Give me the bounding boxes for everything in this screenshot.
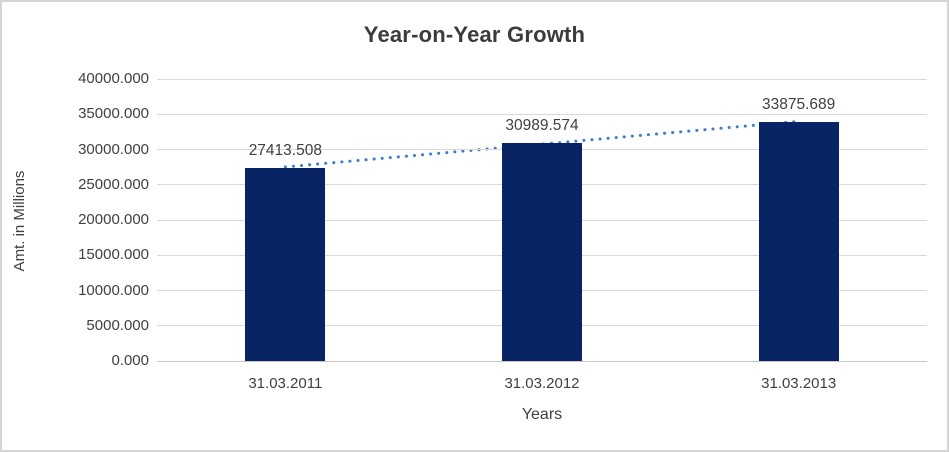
bar: [245, 168, 326, 361]
data-label: 33875.689: [762, 96, 836, 113]
bar: [758, 122, 839, 361]
gridline: [157, 78, 927, 80]
y-tick-label: 15000.000: [78, 246, 149, 264]
y-tick-label: 10000.000: [78, 281, 149, 299]
y-tick-label: 5000.000: [86, 316, 149, 334]
y-tick-label: 0.000: [111, 352, 149, 369]
x-tick-label: 31.03.2012: [504, 375, 580, 392]
data-label: 27413.508: [248, 142, 322, 159]
y-tick-label: 40000.000: [78, 70, 149, 87]
x-axis-line: [157, 360, 927, 362]
y-tick-label: 30000.000: [78, 140, 149, 158]
x-tick-label: 31.03.2013: [761, 375, 837, 392]
y-tick-label: 25000.000: [78, 175, 149, 193]
y-tick-label: 35000.000: [78, 105, 149, 123]
x-tick-label: 31.03.2011: [248, 375, 323, 392]
gridline: [157, 113, 927, 115]
y-tick-label: 20000.000: [78, 211, 149, 228]
x-axis-title: Years: [521, 406, 563, 423]
chart-title: Year-on-Year Growth: [363, 22, 586, 47]
bar: [502, 143, 582, 361]
data-label: 30989.574: [505, 117, 579, 134]
